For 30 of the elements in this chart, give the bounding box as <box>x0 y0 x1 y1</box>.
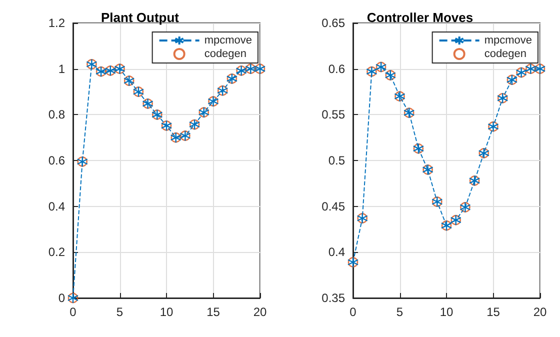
legend-label: mpcmove <box>484 34 532 46</box>
x-tick-label: 15 <box>206 305 220 319</box>
y-tick-label: 0.55 <box>322 108 346 122</box>
x-tick-label: 20 <box>533 305 547 319</box>
x-tick-label: 0 <box>350 305 357 319</box>
y-tick-label: 0.8 <box>48 108 66 122</box>
y-tick-label: 1.2 <box>48 16 66 30</box>
y-tick-label: 0 <box>58 291 66 305</box>
y-tick-label: 0.4 <box>48 199 66 214</box>
y-tick-label: 0.35 <box>322 291 346 305</box>
x-tick-label: 20 <box>253 305 267 319</box>
x-tick-label: 0 <box>70 305 77 319</box>
y-tick-label: 0.65 <box>322 16 346 30</box>
chart-title: Controller Moves <box>366 10 474 25</box>
y-tick-label: 0.45 <box>322 199 346 214</box>
x-tick-label: 5 <box>116 305 124 319</box>
y-tick-label: 0.5 <box>328 154 346 168</box>
legend-label: mpcmove <box>204 34 252 46</box>
x-tick-label: 15 <box>486 305 500 319</box>
y-tick-label: 0.4 <box>328 245 346 260</box>
x-tick-label: 5 <box>396 305 404 319</box>
legend-label: codegen <box>204 48 247 60</box>
y-tick-label: 0.2 <box>48 245 66 260</box>
y-tick-label: 0.6 <box>48 154 66 168</box>
x-tick-label: 10 <box>440 305 454 319</box>
x-tick-label: 10 <box>160 305 174 319</box>
y-tick-label: 1 <box>58 62 66 76</box>
y-tick-label: 0.6 <box>328 62 346 76</box>
chart-title: Plant Output <box>101 10 180 25</box>
legend-label: codegen <box>484 48 527 60</box>
